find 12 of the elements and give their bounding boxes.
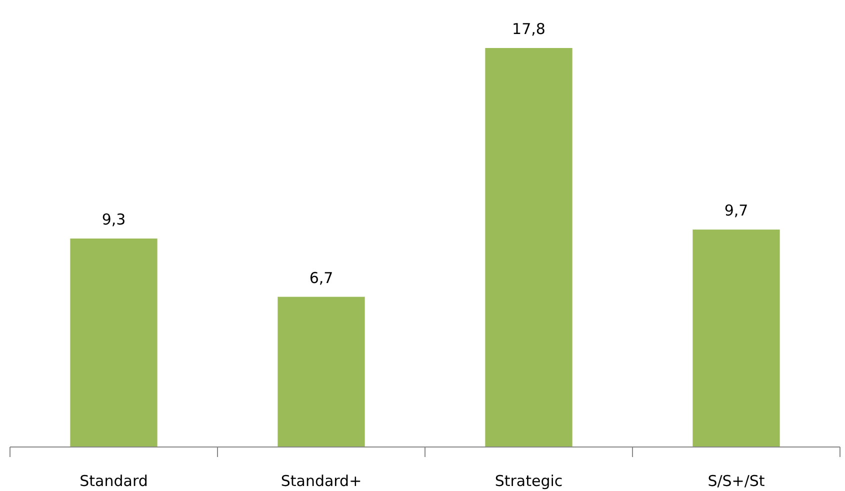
data-label: 17,8 (512, 20, 546, 38)
x-tick-label: S/S+/St (708, 472, 765, 490)
bar (278, 296, 365, 447)
data-label: 6,7 (309, 268, 334, 287)
bar (692, 230, 780, 447)
x-tick-label: Strategic (494, 472, 563, 490)
x-tick-label: Standard+ (280, 472, 362, 490)
data-label: 9,3 (102, 210, 126, 229)
data-label: 9,7 (724, 202, 748, 220)
bar (485, 48, 572, 447)
bar (70, 238, 158, 447)
x-tick-label: Standard (80, 472, 148, 490)
